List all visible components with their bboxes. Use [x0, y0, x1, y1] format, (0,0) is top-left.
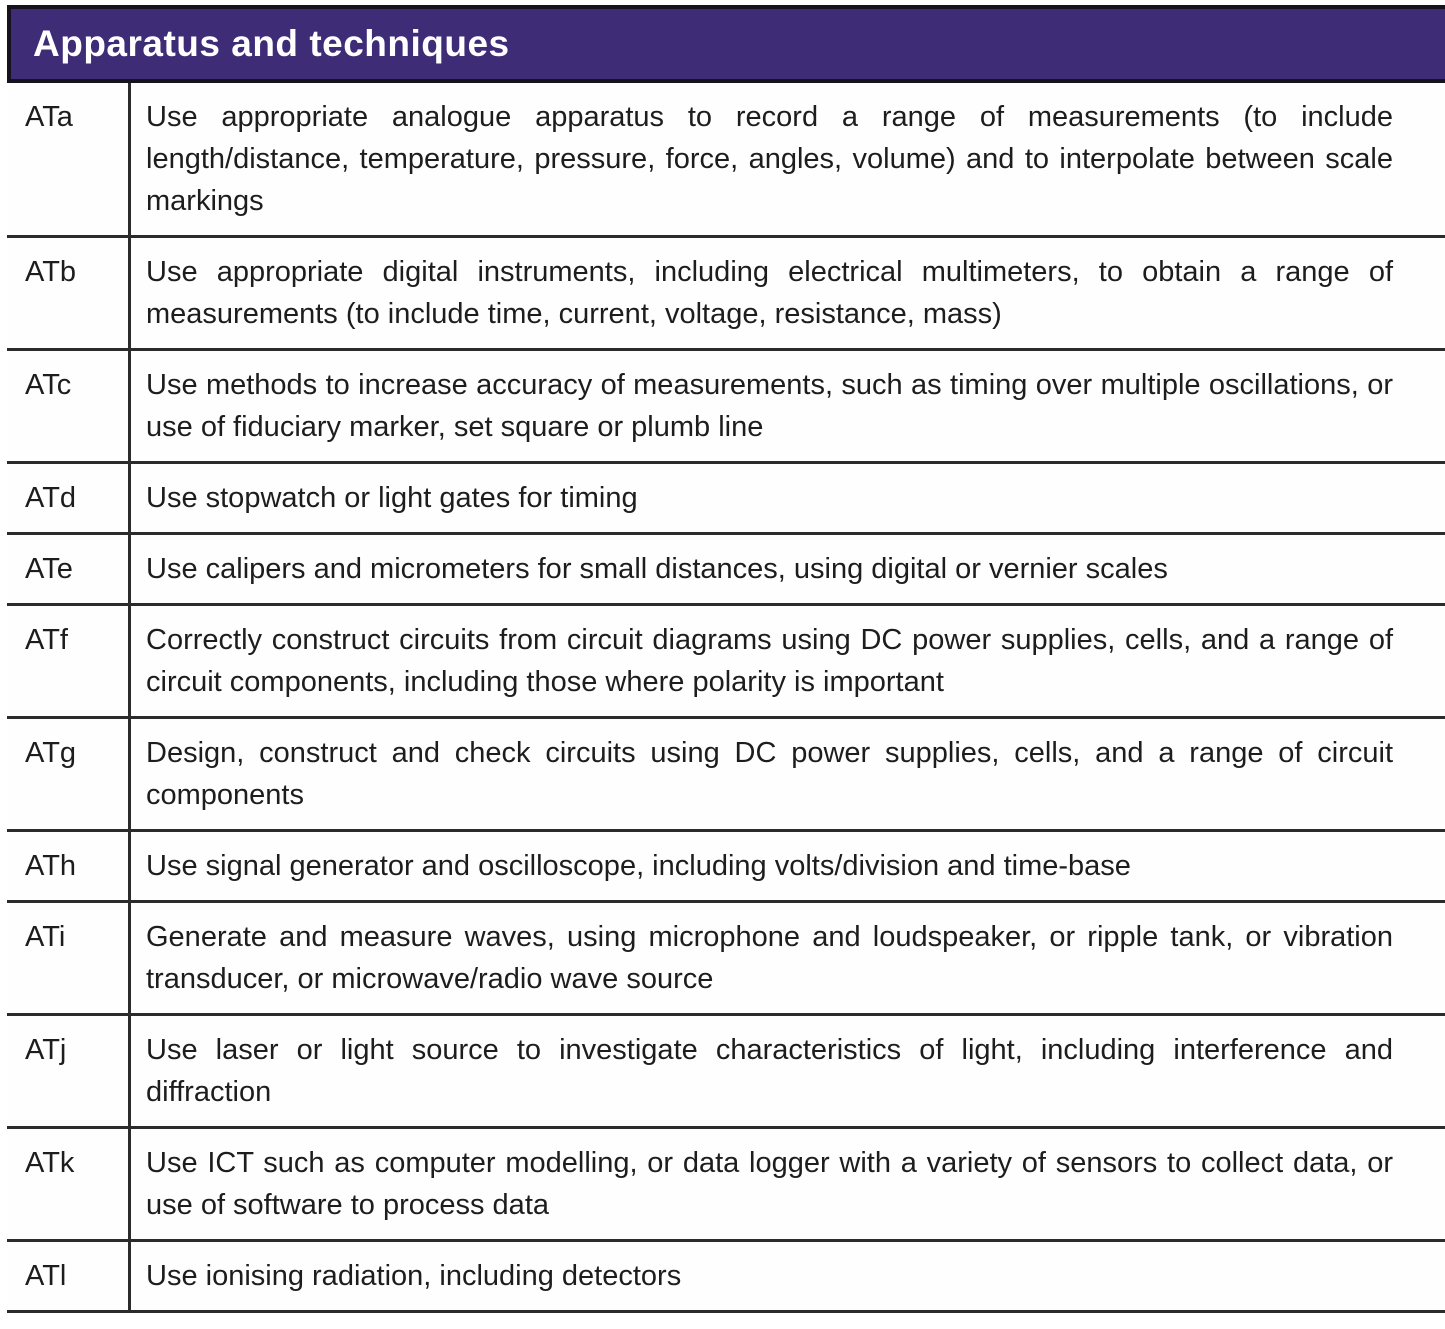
table-row: ATe Use calipers and micrometers for sma…: [7, 535, 1445, 606]
table-row: ATd Use stopwatch or light gates for tim…: [7, 464, 1445, 535]
table-row: ATk Use ICT such as computer modelling, …: [7, 1129, 1445, 1242]
row-code: ATg: [7, 719, 131, 829]
table-row: ATb Use appropriate digital instruments,…: [7, 238, 1445, 351]
table-row: ATc Use methods to increase accuracy of …: [7, 351, 1445, 464]
row-code: ATc: [7, 351, 131, 461]
row-description: Generate and measure waves, using microp…: [146, 921, 1393, 995]
row-description: Design, construct and check circuits usi…: [146, 737, 1393, 811]
row-description: Use methods to increase accuracy of meas…: [146, 369, 1393, 443]
row-description: Use laser or light source to investigate…: [146, 1034, 1393, 1108]
apparatus-techniques-table: Apparatus and techniques ATa Use appropr…: [7, 5, 1445, 1313]
row-description: Use appropriate digital instruments, inc…: [146, 256, 1393, 330]
table-row: ATa Use appropriate analogue apparatus t…: [7, 83, 1445, 238]
row-code: ATl: [7, 1242, 131, 1310]
row-code: ATb: [7, 238, 131, 348]
table-title: Apparatus and techniques: [33, 23, 510, 64]
row-description: Use calipers and micrometers for small d…: [146, 553, 1168, 585]
row-code: ATk: [7, 1129, 131, 1239]
table-row: ATf Correctly construct circuits from ci…: [7, 606, 1445, 719]
row-description: Use appropriate analogue apparatus to re…: [146, 101, 1393, 217]
row-code: ATa: [7, 83, 131, 235]
table-row: ATg Design, construct and check circuits…: [7, 719, 1445, 832]
table-row: ATl Use ionising radiation, including de…: [7, 1242, 1445, 1313]
row-code: ATj: [7, 1016, 131, 1126]
table-header: Apparatus and techniques: [7, 5, 1445, 83]
row-description: Correctly construct circuits from circui…: [146, 624, 1393, 698]
row-code: ATe: [7, 535, 131, 603]
table-body: ATa Use appropriate analogue apparatus t…: [7, 83, 1445, 1313]
row-description: Use ionising radiation, including detect…: [146, 1260, 682, 1292]
row-description: Use ICT such as computer modelling, or d…: [146, 1147, 1393, 1221]
table-row: ATh Use signal generator and oscilloscop…: [7, 832, 1445, 903]
row-code: ATi: [7, 903, 131, 1013]
table-row: ATi Generate and measure waves, using mi…: [7, 903, 1445, 1016]
row-code: ATh: [7, 832, 131, 900]
row-description: Use signal generator and oscilloscope, i…: [146, 850, 1131, 882]
row-code: ATf: [7, 606, 131, 716]
row-code: ATd: [7, 464, 131, 532]
table-row: ATj Use laser or light source to investi…: [7, 1016, 1445, 1129]
row-description: Use stopwatch or light gates for timing: [146, 482, 638, 514]
